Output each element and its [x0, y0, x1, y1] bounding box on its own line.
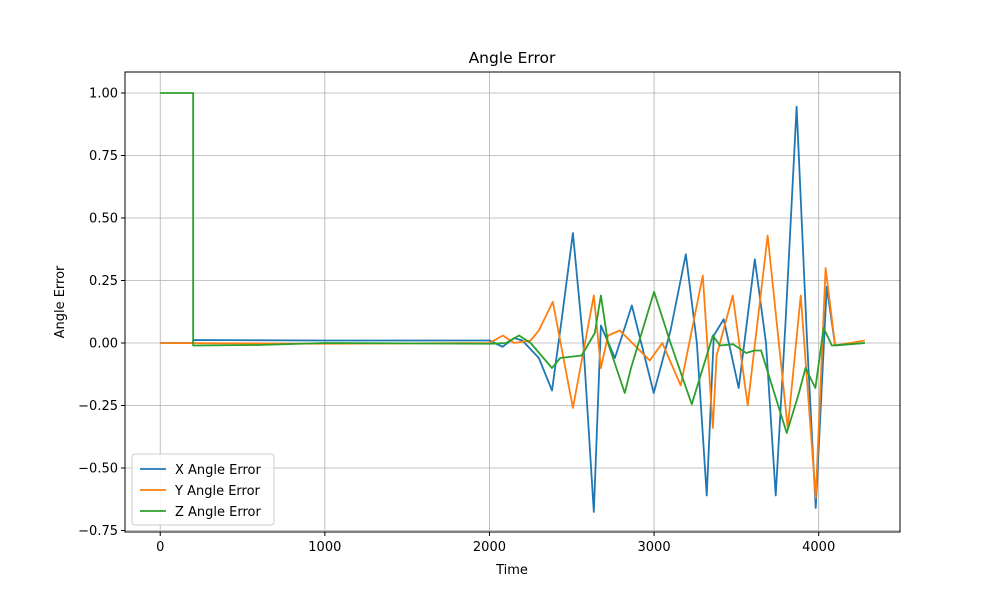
chart-title: Angle Error [469, 49, 556, 67]
legend-box [131, 453, 275, 526]
x-axis-label: Time [495, 563, 528, 578]
data-line [160, 92, 865, 434]
legend-label: Y Angle Error [174, 484, 261, 499]
y-tick-label: 0.50 [89, 212, 118, 227]
y-tick-label: 0.75 [89, 149, 118, 164]
x-tick-label: 0 [156, 540, 164, 555]
legend-label: Z Angle Error [175, 505, 262, 520]
data-line [160, 234, 865, 499]
x-tick-label: 1000 [308, 540, 341, 555]
y-tick-label: 1.00 [89, 87, 118, 102]
x-tick-label: 3000 [638, 540, 671, 555]
x-tick-label: 2000 [473, 540, 506, 555]
y-tick-label: 0.00 [89, 337, 118, 352]
legend: X Angle Error Y Angle Error Z Angle Error [131, 453, 275, 526]
y-tick-label: 0.25 [89, 274, 118, 289]
y-axis-label: Angle Error [53, 265, 68, 338]
y-tick-label: −0.75 [78, 524, 118, 539]
y-tick-label: −0.50 [78, 462, 118, 477]
x-tick-label: 4000 [802, 540, 835, 555]
legend-label: X Angle Error [175, 463, 262, 478]
plot-frame [124, 71, 901, 533]
y-tick-label: −0.25 [78, 399, 118, 414]
